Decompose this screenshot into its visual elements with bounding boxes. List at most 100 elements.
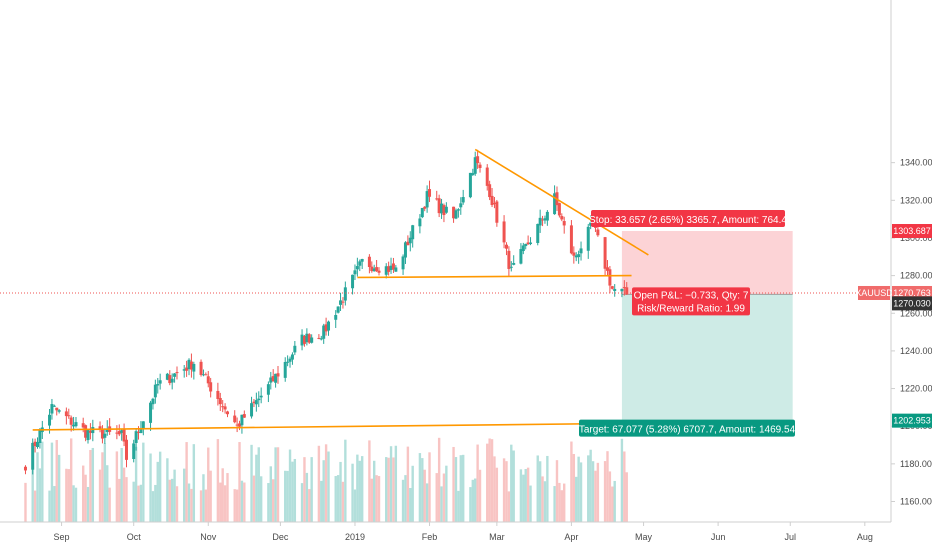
- candle-body: [353, 270, 357, 275]
- candle-body: [250, 403, 254, 417]
- volume-bar: [57, 454, 61, 522]
- volume-bar: [271, 479, 275, 522]
- volume-bar: [543, 481, 547, 522]
- volume-bar: [204, 489, 208, 522]
- candle-body: [115, 432, 119, 434]
- candle-body: [288, 358, 292, 362]
- volume-bar: [445, 465, 448, 522]
- volume-bar: [185, 442, 188, 522]
- volume-bar: [82, 465, 85, 522]
- horizontal-neckline-line[interactable]: [357, 274, 632, 279]
- price-tick-label: 1340.000: [900, 158, 932, 168]
- volume-bar: [375, 475, 378, 522]
- volume-bar: [243, 482, 246, 522]
- volume-bar: [267, 483, 270, 522]
- candle-body: [259, 395, 263, 398]
- volume-bar: [36, 452, 39, 522]
- stop-zone: [621, 231, 793, 295]
- candle-body: [545, 211, 549, 221]
- pnl-label-box: Open P&L: −0.733, Qty: 7 Risk/Reward Rat…: [632, 287, 750, 316]
- volume-bar: [223, 485, 227, 522]
- volume-bar: [31, 464, 34, 522]
- volume-bar: [428, 452, 431, 522]
- volume-bar: [240, 480, 244, 522]
- time-tick-label: Nov: [200, 532, 217, 542]
- candle-body: [124, 439, 128, 460]
- price-tick-label: 1320.000: [900, 195, 932, 205]
- long-position-zones: [621, 231, 793, 421]
- time-tick-label: Jul: [785, 532, 797, 542]
- candle-body: [81, 423, 85, 428]
- candle-body: [204, 374, 208, 376]
- volume-bar: [221, 468, 224, 522]
- candle-body: [31, 442, 35, 470]
- candle-body: [55, 407, 59, 411]
- candle-body: [420, 207, 424, 218]
- candle-body: [218, 398, 222, 405]
- descending-resistance-line[interactable]: [474, 148, 649, 256]
- stop-label: Stop: 33.657 (2.65%) 3365.7, Amount: 764…: [589, 215, 787, 226]
- volume-bar: [336, 475, 340, 522]
- time-tick-label: Sep: [54, 532, 70, 542]
- volume-bar: [101, 452, 104, 522]
- volume-bar: [65, 468, 68, 522]
- volume-bar: [577, 456, 580, 522]
- candle-body: [327, 321, 331, 331]
- volume-bar: [209, 470, 212, 522]
- volume-bar: [524, 469, 527, 522]
- candle-body: [165, 373, 169, 380]
- volume-bar: [168, 479, 171, 522]
- volume-bar: [563, 483, 566, 522]
- candle-body: [370, 266, 374, 272]
- candle-body: [358, 261, 362, 266]
- volume-bar: [291, 461, 294, 522]
- candle-body: [302, 336, 306, 344]
- volume-bar: [322, 460, 325, 522]
- volume-bar: [120, 447, 123, 522]
- candle-body: [485, 167, 489, 186]
- volume-bar: [305, 472, 309, 522]
- candle-body: [490, 195, 494, 206]
- volume-bar: [461, 454, 465, 522]
- volume-bar: [170, 478, 174, 522]
- candle-body: [403, 242, 407, 258]
- candle-body: [139, 428, 143, 434]
- candle-body: [48, 414, 52, 426]
- volume-bar: [493, 456, 496, 522]
- candle-body: [100, 429, 104, 439]
- volume-bar: [288, 449, 292, 522]
- volume-bar: [385, 457, 388, 522]
- volume-bar: [409, 488, 412, 522]
- candle-body: [98, 426, 102, 430]
- candle-body: [185, 367, 189, 371]
- candle-body: [88, 430, 92, 433]
- volume-bar: [69, 438, 73, 522]
- candle-body: [221, 406, 225, 408]
- volume-bar: [235, 489, 239, 522]
- volume-bar: [370, 478, 373, 522]
- volume-bar: [558, 482, 561, 522]
- volume-bar: [103, 443, 107, 522]
- price-tag-value: 1303.687: [893, 226, 931, 236]
- candle-body: [84, 425, 88, 438]
- volume-bar: [603, 461, 607, 522]
- volume-bar: [572, 453, 576, 522]
- candle-body: [238, 423, 242, 427]
- candle-body: [242, 414, 246, 418]
- candle-body: [57, 410, 61, 412]
- candle-body: [206, 376, 210, 384]
- candle-body: [541, 219, 545, 221]
- volume-bar: [625, 472, 628, 522]
- volume-bar: [591, 461, 595, 522]
- candle-body: [401, 256, 405, 270]
- volume-bar: [173, 469, 176, 522]
- time-axis[interactable]: Sep Oct Nov Dec 2019 Feb Mar Apr May Jun Jul Aug: [0, 521, 891, 542]
- price-tag-bg: [892, 224, 932, 239]
- volume-bar: [358, 460, 361, 522]
- candle-body: [468, 172, 472, 198]
- symbol-tag-label: XAUUSD: [855, 288, 893, 298]
- volume-bar: [202, 474, 205, 522]
